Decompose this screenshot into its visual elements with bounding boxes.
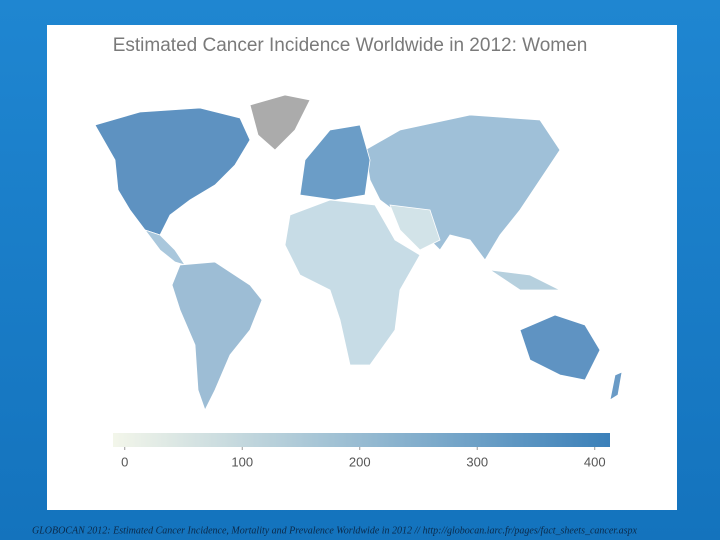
footer-source: GLOBOCAN 2012: Estimated Cancer Incidenc… — [32, 525, 637, 536]
colorbar-tick-label: 200 — [349, 454, 371, 469]
southeast-asia — [489, 269, 561, 291]
new-zealand — [609, 371, 623, 401]
colorbar-tick-label: 0 — [121, 454, 128, 469]
middle-east — [389, 204, 441, 251]
colorbar-tick-label: 400 — [584, 454, 606, 469]
north-america — [94, 107, 251, 236]
colorbar — [113, 433, 610, 447]
colorbar-tick-label: 300 — [466, 454, 488, 469]
australia — [519, 314, 601, 381]
colorbar-tick-label: 100 — [231, 454, 253, 469]
europe — [299, 124, 371, 201]
chart-title: Estimated Cancer Incidence Worldwide in … — [113, 35, 588, 56]
world-map — [94, 94, 623, 412]
south-america — [171, 261, 263, 412]
greenland — [249, 94, 311, 151]
africa — [284, 199, 421, 366]
